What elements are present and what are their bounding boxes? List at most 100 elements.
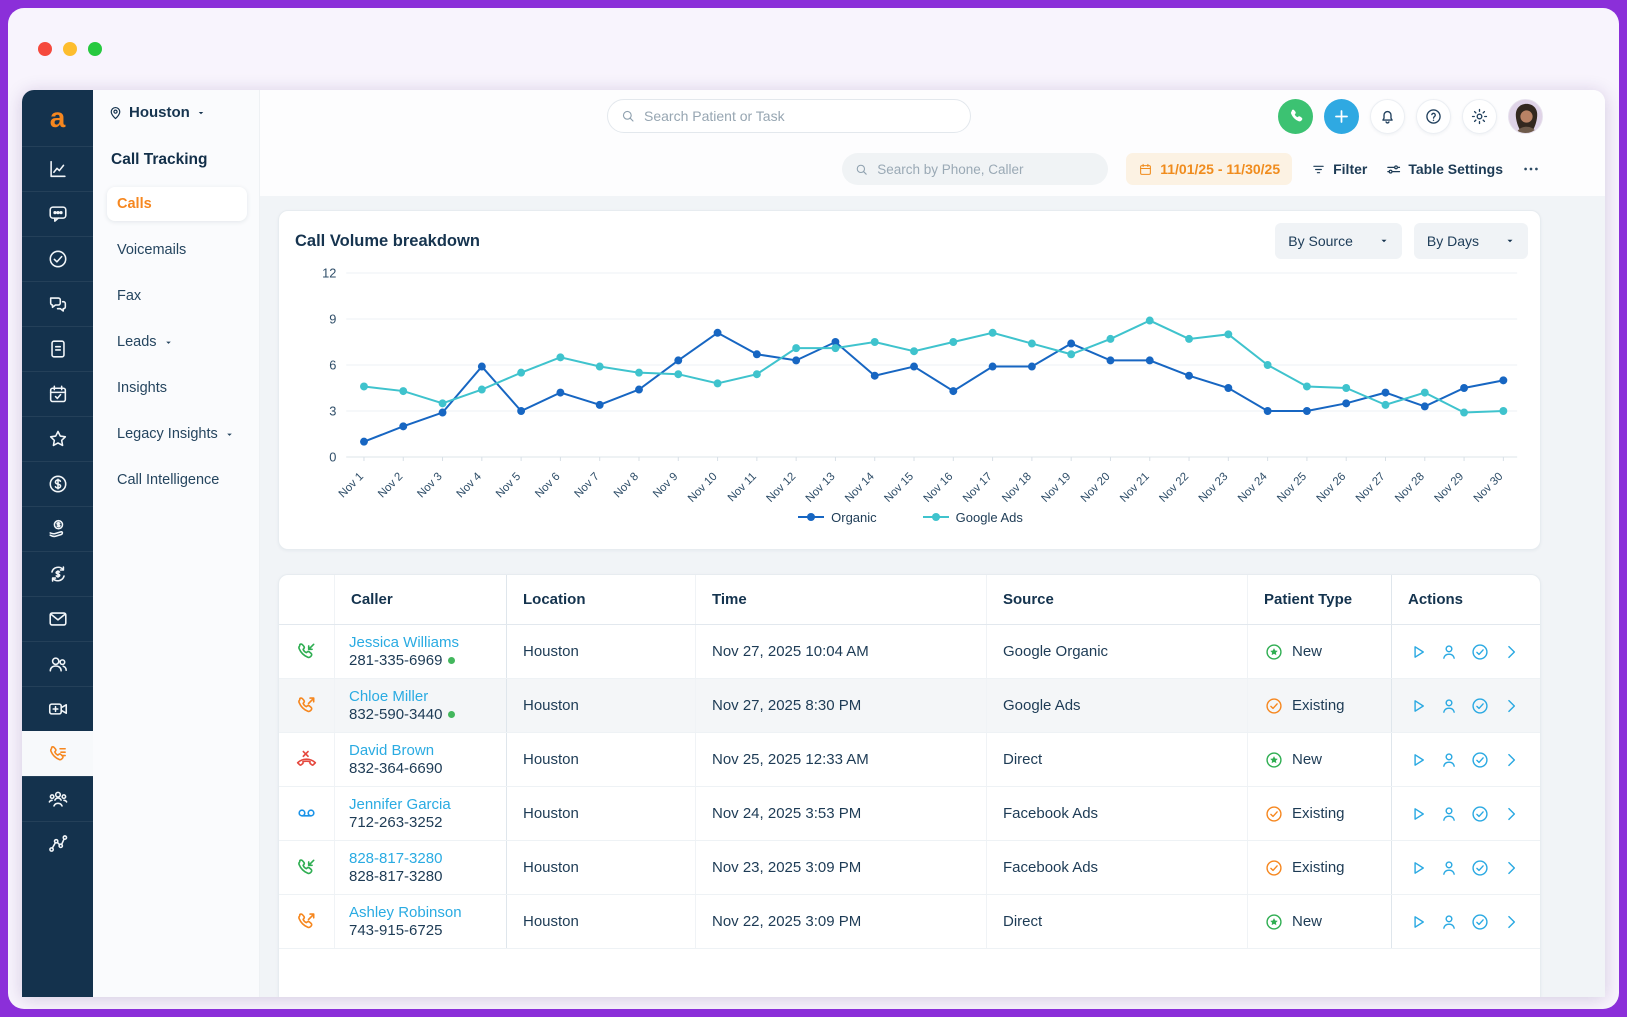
table-settings-button[interactable]: Table Settings [1385,161,1503,178]
caller-name-link[interactable]: Jessica Williams [349,634,459,651]
caller-name-link[interactable]: David Brown [349,742,434,759]
rail-item-billing[interactable] [22,461,93,506]
nav-item-fax[interactable]: Fax [107,279,247,313]
legend-item-google-ads[interactable]: Google Ads [923,510,1023,525]
nav-item-label: Fax [117,288,141,304]
call-button[interactable] [1278,99,1313,134]
table-row[interactable]: Jennifer Garcia712-263-3252HoustonNov 24… [279,787,1540,841]
assign-patient-button[interactable] [1439,804,1459,824]
more-options-button[interactable] [1521,159,1541,179]
mark-complete-button[interactable] [1470,858,1490,878]
nav-item-call-intelligence[interactable]: Call Intelligence [107,463,247,497]
assign-patient-button[interactable] [1439,750,1459,770]
open-details-button[interactable] [1501,696,1521,716]
open-details-button[interactable] [1501,642,1521,662]
rail-item-reviews[interactable] [22,416,93,461]
col-patient-type[interactable]: Patient Type [1248,575,1392,624]
person-icon [1439,696,1459,716]
rail-item-messages[interactable] [22,191,93,236]
nav-item-calls[interactable]: Calls [107,187,247,221]
table-search[interactable] [842,153,1108,185]
rail-item-patients[interactable] [22,641,93,686]
maximize-window-button[interactable] [88,42,102,56]
rail-item-telehealth[interactable] [22,686,93,731]
patient-type-new-icon [1264,750,1284,770]
notifications-button[interactable] [1370,99,1405,134]
open-details-button[interactable] [1501,912,1521,932]
caller-name-link[interactable]: Chloe Miller [349,688,428,705]
col-location[interactable]: Location [507,575,696,624]
date-range-picker[interactable]: 11/01/25 - 11/30/25 [1126,153,1292,185]
caller-name-link[interactable]: Jennifer Garcia [349,796,451,813]
global-search-input[interactable] [644,108,958,124]
rail-item-email[interactable] [22,596,93,641]
table-row[interactable]: Jessica Williams281-335-6969 HoustonNov … [279,625,1540,679]
play-recording-button[interactable] [1408,642,1428,662]
global-search[interactable] [607,99,971,133]
play-recording-button[interactable] [1408,804,1428,824]
close-window-button[interactable] [38,42,52,56]
rail-item-conversations[interactable] [22,281,93,326]
reviews-icon [47,428,69,450]
nav-item-voicemails[interactable]: Voicemails [107,233,247,267]
assign-patient-button[interactable] [1439,858,1459,878]
nav-item-leads[interactable]: Leads [107,325,247,359]
play-recording-button[interactable] [1408,858,1428,878]
help-button[interactable] [1416,99,1451,134]
table-row[interactable]: David Brown832-364-6690HoustonNov 25, 20… [279,733,1540,787]
caller-name-link[interactable]: Ashley Robinson [349,904,462,921]
add-new-button[interactable] [1324,99,1359,134]
assign-patient-button[interactable] [1439,696,1459,716]
user-avatar[interactable] [1508,99,1543,134]
col-actions[interactable]: Actions [1391,575,1540,624]
rail-item-forms[interactable] [22,326,93,371]
rail-item-appointments[interactable] [22,371,93,416]
phone-outgoing-icon [295,910,318,933]
rail-item-analytics[interactable] [22,146,93,191]
open-details-button[interactable] [1501,858,1521,878]
assign-patient-button[interactable] [1439,912,1459,932]
rail-item-patient-journey[interactable] [22,821,93,866]
settings-button[interactable] [1462,99,1497,134]
open-details-button[interactable] [1501,750,1521,770]
mark-complete-button[interactable] [1470,750,1490,770]
location-pin-icon [107,104,124,121]
caller-name-link[interactable]: 828-817-3280 [349,850,442,867]
legend-item-organic[interactable]: Organic [798,510,877,525]
mark-complete-button[interactable] [1470,804,1490,824]
table-search-input[interactable] [877,162,1096,177]
nav-item-insights[interactable]: Insights [107,371,247,405]
patient-type-cell: Existing [1248,679,1392,732]
col-time[interactable]: Time [696,575,987,624]
location-label: Houston [129,104,190,121]
mark-complete-button[interactable] [1470,642,1490,662]
filter-button[interactable]: Filter [1310,161,1367,178]
by-days-dropdown[interactable]: By Days [1414,223,1528,259]
location-selector[interactable]: Houston [107,104,249,121]
table-row[interactable]: Ashley Robinson743-915-6725HoustonNov 22… [279,895,1540,949]
open-details-button[interactable] [1501,804,1521,824]
date-range-label: 11/01/25 - 11/30/25 [1160,161,1280,177]
svg-text:Nov 29: Nov 29 [1432,471,1466,505]
nav-item-legacy-insights[interactable]: Legacy Insights [107,417,247,451]
rail-item-tasks[interactable] [22,236,93,281]
col-caller[interactable]: Caller [335,575,507,624]
mark-complete-button[interactable] [1470,696,1490,716]
minimize-window-button[interactable] [63,42,77,56]
rail-item-call-tracking[interactable] [22,731,93,776]
play-recording-button[interactable] [1408,696,1428,716]
assign-patient-button[interactable] [1439,642,1459,662]
rail-item-payments[interactable] [22,506,93,551]
rail-item-revenue-sync[interactable] [22,551,93,596]
app-logo[interactable]: a [22,90,93,146]
table-row[interactable]: 828-817-3280828-817-3280HoustonNov 23, 2… [279,841,1540,895]
by-source-dropdown[interactable]: By Source [1275,223,1402,259]
play-recording-button[interactable] [1408,912,1428,932]
col-source[interactable]: Source [987,575,1248,624]
mark-complete-button[interactable] [1470,912,1490,932]
legend-marker-icon [798,512,824,522]
table-row[interactable]: Chloe Miller832-590-3440 HoustonNov 27, … [279,679,1540,733]
patients-icon [47,653,69,675]
rail-item-team[interactable] [22,776,93,821]
play-recording-button[interactable] [1408,750,1428,770]
